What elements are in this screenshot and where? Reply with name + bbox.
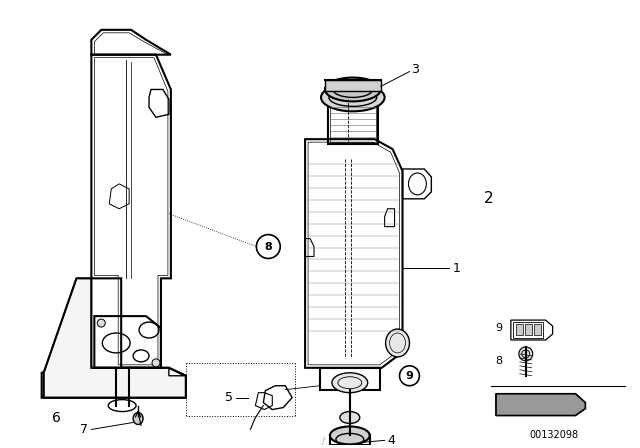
Ellipse shape	[332, 373, 368, 392]
Text: 00132098: 00132098	[529, 431, 578, 440]
Ellipse shape	[330, 426, 370, 444]
Ellipse shape	[133, 413, 143, 424]
Ellipse shape	[97, 319, 105, 327]
Ellipse shape	[386, 329, 410, 357]
Text: 5: 5	[225, 391, 232, 404]
Polygon shape	[44, 278, 186, 398]
Ellipse shape	[321, 83, 385, 112]
Text: 8: 8	[495, 356, 502, 366]
Bar	[525, 324, 532, 335]
Text: 4: 4	[388, 434, 396, 447]
Text: 7: 7	[81, 423, 88, 436]
Bar	[330, 101, 376, 142]
Circle shape	[257, 235, 280, 258]
Text: 1: 1	[452, 262, 460, 275]
Circle shape	[399, 366, 419, 386]
Ellipse shape	[325, 78, 381, 101]
Bar	[513, 322, 543, 338]
Bar	[534, 324, 541, 335]
Text: 9: 9	[406, 371, 413, 381]
Text: 6: 6	[52, 410, 61, 425]
Text: 3: 3	[412, 63, 419, 76]
Text: 9: 9	[495, 323, 502, 333]
Ellipse shape	[340, 412, 360, 423]
Ellipse shape	[519, 347, 532, 361]
Ellipse shape	[152, 359, 160, 367]
Bar	[328, 99, 378, 144]
Polygon shape	[496, 394, 586, 416]
Text: 2: 2	[484, 191, 494, 207]
Bar	[325, 80, 381, 91]
Text: 8: 8	[264, 241, 272, 251]
Bar	[516, 324, 523, 335]
